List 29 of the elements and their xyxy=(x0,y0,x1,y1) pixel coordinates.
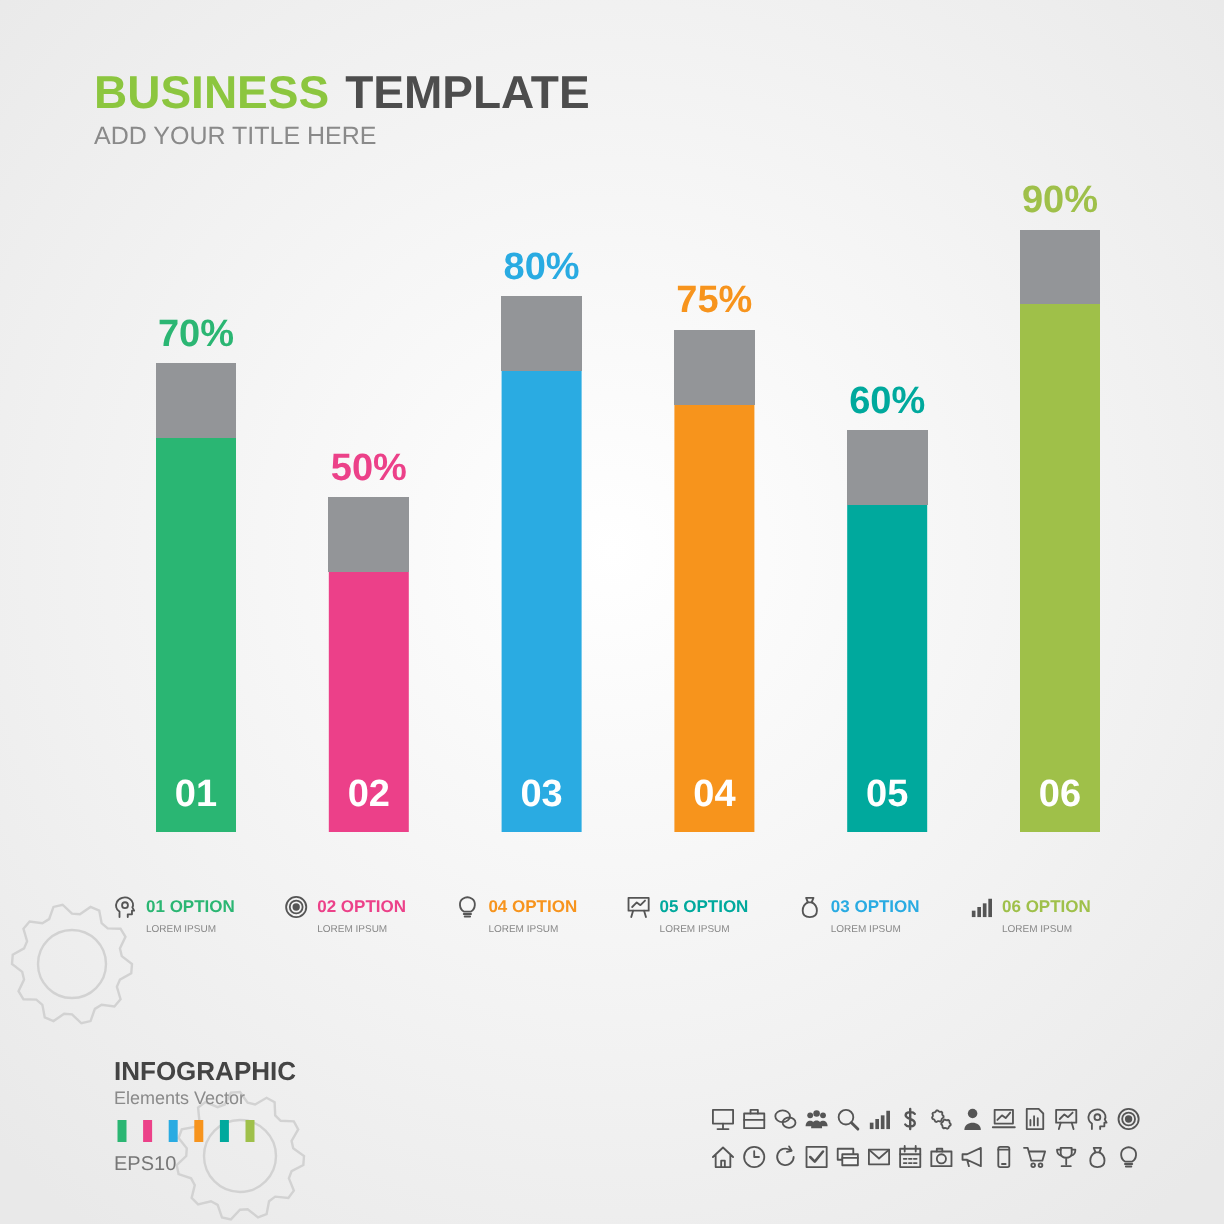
x-tick-label: 02 xyxy=(347,774,390,816)
chart-title: BUSINESS TEMPLATE xyxy=(94,66,590,118)
bar xyxy=(501,296,582,832)
text: INFOGRAPHIC xyxy=(114,1056,298,1086)
text: 02 OPTION xyxy=(317,896,407,916)
text: 04 OPTION xyxy=(488,896,578,916)
bar xyxy=(1020,230,1100,832)
data-label: 80% xyxy=(503,246,580,289)
chart-subtitle: ADD YOUR TITLE HERE xyxy=(94,122,377,150)
text: 01 OPTION xyxy=(146,896,235,916)
x-tick-label: 06 xyxy=(1038,774,1082,816)
text: 05 OPTION xyxy=(659,896,749,916)
x-tick-label: 04 xyxy=(693,774,737,816)
bar xyxy=(674,330,755,832)
text: 03 OPTION xyxy=(830,896,920,916)
bar xyxy=(156,363,236,832)
x-tick-label: 05 xyxy=(866,774,910,816)
bar xyxy=(328,497,409,832)
x-tick-label: 01 xyxy=(174,774,218,816)
data-label: 60% xyxy=(849,380,926,423)
text: 06 OPTION xyxy=(1002,896,1091,916)
data-label: 70% xyxy=(157,313,235,356)
bar xyxy=(847,430,928,832)
data-label: 75% xyxy=(676,280,753,323)
data-label: 90% xyxy=(1021,180,1099,222)
data-label: 50% xyxy=(330,447,408,490)
text: EPS10 xyxy=(114,1154,178,1176)
text: Elements Vector xyxy=(114,1088,246,1108)
x-tick-label: 03 xyxy=(520,774,563,816)
